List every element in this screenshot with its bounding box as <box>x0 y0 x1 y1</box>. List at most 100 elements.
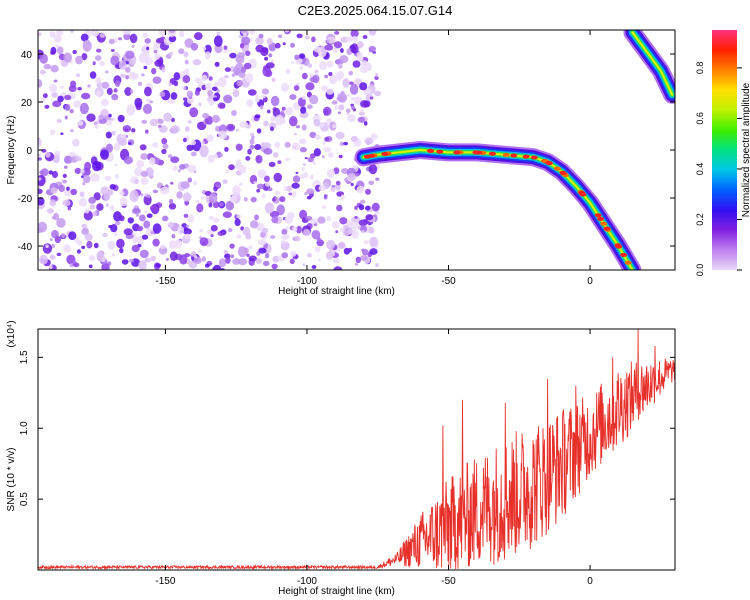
noise-blob <box>241 36 251 46</box>
noise-blob <box>143 65 148 70</box>
noise-blob <box>368 164 378 175</box>
noise-blob <box>324 74 329 79</box>
noise-blob <box>76 73 80 78</box>
snr-x-axis-label: Height of straight line (km) <box>278 586 395 597</box>
noise-blob <box>271 77 276 82</box>
noise-blob <box>214 81 219 88</box>
signal-hotspot <box>545 161 553 166</box>
noise-blob <box>206 134 214 142</box>
noise-blob <box>110 118 115 121</box>
noise-blob <box>151 67 157 75</box>
snr-x-tick-label: -50 <box>441 576 456 587</box>
noise-blob <box>167 222 175 229</box>
noise-blob <box>351 229 360 240</box>
noise-blob <box>141 119 148 124</box>
noise-blob <box>303 229 311 236</box>
noise-blob <box>299 65 304 71</box>
noise-blob <box>265 181 271 187</box>
snr-y-unit: (x10⁴) <box>6 320 17 347</box>
noise-blob <box>229 52 237 59</box>
noise-blob <box>208 193 218 204</box>
noise-blob <box>79 191 85 197</box>
noise-blob <box>187 120 192 124</box>
noise-blob <box>55 44 60 48</box>
noise-blob <box>169 198 174 205</box>
noise-blob <box>110 55 120 66</box>
colorbar-tick-label: 0.6 <box>695 112 705 125</box>
noise-blob <box>270 126 274 132</box>
noise-blob <box>281 252 289 259</box>
noise-blob <box>131 44 135 48</box>
noise-blob <box>121 259 129 265</box>
noise-blob <box>365 214 374 221</box>
noise-blob <box>319 61 328 71</box>
noise-blob <box>282 42 286 46</box>
noise-blob <box>360 108 364 112</box>
noise-blob <box>130 72 139 80</box>
noise-blob <box>171 117 175 123</box>
noise-blob <box>289 258 295 265</box>
noise-blob <box>374 90 381 97</box>
noise-blob <box>293 85 300 91</box>
noise-blob <box>291 142 301 151</box>
noise-blob <box>301 72 308 80</box>
noise-blob <box>368 48 373 53</box>
noise-blob <box>49 199 57 207</box>
noise-blob <box>231 73 235 77</box>
noise-blob <box>254 144 262 150</box>
noise-blob <box>362 35 368 39</box>
signal-hotspot <box>453 150 461 155</box>
noise-blob <box>82 182 86 186</box>
noise-blob <box>337 111 341 115</box>
noise-blob <box>361 229 365 233</box>
noise-blob <box>337 92 348 103</box>
noise-blob <box>60 132 64 135</box>
noise-blob <box>87 84 91 88</box>
noise-blob <box>206 200 210 203</box>
noise-blob <box>321 155 325 159</box>
noise-blob <box>323 146 331 153</box>
noise-blob <box>251 135 255 140</box>
noise-blob <box>201 140 205 145</box>
noise-blob <box>310 218 318 225</box>
noise-blob <box>270 115 277 122</box>
noise-blob <box>255 36 264 45</box>
noise-blob <box>173 72 181 81</box>
noise-blob <box>223 45 228 50</box>
noise-blob <box>105 203 109 208</box>
noise-blob <box>236 234 242 239</box>
noise-blob <box>86 113 96 122</box>
noise-blob <box>144 38 151 44</box>
noise-blob <box>224 146 229 152</box>
noise-blob <box>53 34 62 43</box>
noise-blob <box>60 85 64 89</box>
noise-blob <box>201 196 205 200</box>
noise-blob <box>346 93 351 97</box>
noise-blob <box>269 235 276 239</box>
noise-blob <box>332 258 340 264</box>
signal-hotspot <box>502 152 510 157</box>
snr-x-tick-label: -150 <box>155 576 175 587</box>
noise-blob <box>306 104 313 110</box>
noise-blob <box>254 214 259 221</box>
noise-blob <box>294 54 300 60</box>
noise-blob <box>369 96 374 100</box>
noise-blob <box>346 48 353 56</box>
noise-blob <box>271 215 279 224</box>
noise-blob <box>149 205 158 212</box>
noise-blob <box>281 234 290 240</box>
noise-blob <box>140 193 144 197</box>
noise-blob <box>152 189 158 194</box>
noise-blob <box>305 35 310 40</box>
noise-blob <box>271 197 276 202</box>
noise-blob <box>90 173 100 182</box>
noise-blob <box>169 251 178 261</box>
noise-blob <box>63 165 68 169</box>
noise-blob <box>114 163 118 167</box>
noise-blob <box>84 208 90 214</box>
noise-blob <box>346 112 350 116</box>
noise-blob <box>142 52 150 59</box>
noise-blob <box>98 114 104 121</box>
signal-hotspot <box>620 252 628 257</box>
noise-blob <box>331 220 340 229</box>
